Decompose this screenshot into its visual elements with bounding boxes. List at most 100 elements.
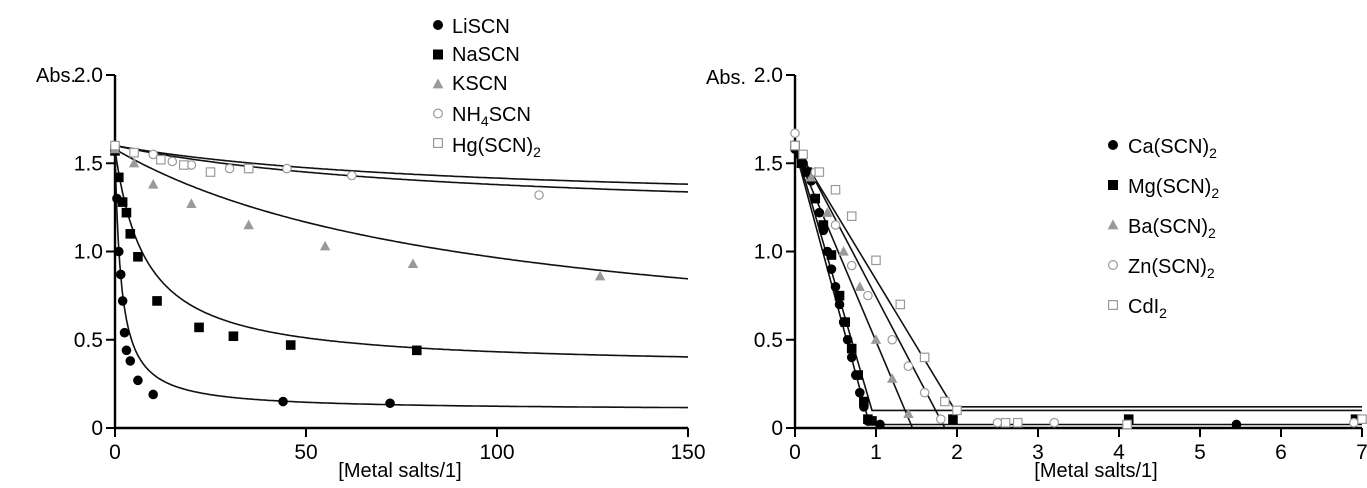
data-point: [871, 255, 881, 266]
series-hg-scn-2: [110, 140, 254, 177]
axes: 0 0.5 1.0 1.5 2.0 0 1 2 3 4 5 6 7: [754, 64, 1367, 464]
legend-marker-nascn: [433, 49, 444, 60]
y-tick-label: 0: [91, 417, 103, 440]
series-mg-scn-2: [790, 140, 1361, 426]
x-tick-label: 6: [1275, 441, 1287, 464]
legend-label-znscn2: Zn(SCN)2: [1128, 256, 1215, 281]
data-point: [875, 419, 885, 430]
data-point: [948, 414, 958, 424]
x-tick-label: 0: [789, 441, 801, 464]
chart-right-panel: Abs. [Metal salts/1] Ca(SCN)2 Mg(SCN)2 B…: [706, 64, 1367, 482]
y-tick-label: 2.0: [754, 64, 783, 87]
data-point: [194, 322, 204, 333]
data-point: [840, 317, 851, 327]
data-point: [178, 160, 189, 170]
legend-marker-hg-scn-2: [433, 138, 444, 149]
data-point: [282, 163, 292, 174]
legend-marker-cdi2: [1107, 300, 1118, 311]
data-point: [859, 396, 869, 407]
x-tick-label: 3: [1032, 441, 1044, 464]
data-point: [119, 327, 130, 338]
data-point: [814, 167, 825, 177]
data-point: [1231, 419, 1242, 430]
data-point: [121, 345, 132, 356]
fit-curve-nascn: [114, 148, 688, 358]
series-nh4scn: [110, 140, 544, 200]
data-point: [243, 219, 254, 230]
x-tick-label: 100: [479, 441, 514, 464]
data-point: [846, 260, 857, 271]
data-point: [148, 149, 158, 160]
data-point: [940, 396, 950, 407]
fit-curve-nh4scn: [114, 144, 689, 193]
data-point: [129, 147, 139, 158]
series-zn-scn-2: [790, 128, 1359, 428]
x-tick-label: 7: [1356, 441, 1367, 464]
data-point: [1357, 414, 1367, 424]
legend-label-mgscn2: Mg(SCN)2: [1128, 176, 1219, 201]
data-point: [870, 334, 882, 344]
legend-label-hgscn2: Hg(SCN)2: [452, 135, 541, 160]
fit-curve-cdi2: [794, 145, 1362, 408]
data-point: [805, 171, 817, 182]
legend-marker-zn-scn-2: [1107, 260, 1118, 271]
data-point: [814, 207, 825, 218]
data-point: [128, 157, 140, 168]
data-point: [919, 387, 930, 398]
fit-curve-ba-scn-2: [794, 148, 914, 429]
data-point: [114, 172, 124, 183]
left-legend: LiSCN NaSCN KSCN NH4SCN Hg(SCN)2: [432, 16, 541, 160]
data-point: [205, 167, 216, 177]
data-point: [228, 331, 239, 342]
x-tick-label: 1: [870, 441, 882, 464]
y-tick-label: 0.5: [74, 329, 103, 352]
data-point: [895, 299, 906, 310]
data-point: [798, 149, 808, 160]
x-tick-label: 4: [1113, 441, 1125, 464]
data-point: [846, 352, 857, 363]
data-point: [156, 154, 166, 165]
data-point: [903, 408, 914, 419]
x-tick-label: 150: [670, 441, 705, 464]
fit-curve-liscn: [114, 149, 688, 409]
x-tick-label: 5: [1194, 441, 1206, 464]
data-point: [125, 356, 136, 366]
data-point: [1122, 419, 1132, 430]
legend-label-kscn: KSCN: [452, 73, 508, 95]
legend-marker-kscn: [432, 78, 444, 89]
legend-marker-mg-scn-2: [1107, 180, 1118, 191]
data-point: [1000, 417, 1011, 428]
data-point: [125, 229, 136, 239]
data-point: [1349, 417, 1359, 428]
data-point: [1049, 417, 1059, 428]
legend-marker-liscn: [433, 20, 444, 31]
series-kscn: [109, 143, 606, 281]
legend-marker-nh4scn: [433, 108, 444, 119]
data-point: [863, 290, 873, 301]
data-point: [842, 334, 853, 345]
data-point: [952, 405, 962, 416]
data-point: [121, 207, 132, 218]
data-point: [935, 414, 946, 424]
data-point: [133, 251, 143, 262]
data-point: [147, 178, 159, 189]
data-point: [854, 281, 866, 291]
data-point: [224, 163, 235, 174]
legend-label-nh4scn: NH4SCN: [452, 104, 531, 129]
data-point: [834, 299, 845, 310]
fit-curve-hg-scn-2: [114, 144, 689, 185]
data-point: [826, 250, 837, 260]
data-point: [887, 334, 897, 345]
legend-label-cdi2: CdI2: [1128, 296, 1167, 321]
data-point: [117, 296, 128, 306]
data-point: [830, 184, 841, 195]
data-point: [867, 416, 877, 426]
left-x-axis-label: [Metal salts/1]: [338, 460, 461, 482]
fit-curve-kscn: [114, 148, 689, 280]
data-point: [846, 211, 857, 221]
series-nascn: [110, 146, 422, 356]
legend-label-bascn2: Ba(SCN)2: [1128, 216, 1216, 241]
data-point: [167, 156, 178, 167]
data-point: [534, 190, 544, 200]
data-point: [148, 389, 158, 400]
